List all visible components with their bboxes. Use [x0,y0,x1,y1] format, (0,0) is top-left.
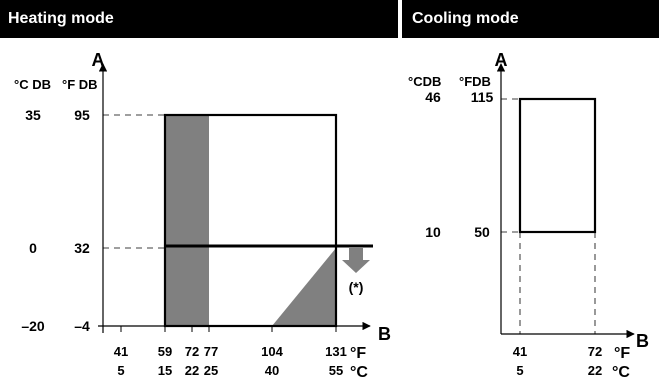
heating-y-f-label: 95 [74,107,90,123]
heating-x-f-label: 77 [204,344,218,359]
cooling-guide-lines [501,98,596,334]
heating-note-label: (*) [349,279,364,295]
heating-x-c-label: 25 [204,363,218,378]
heating-col-c-header: °C DB [14,77,51,92]
cooling-col-c-header: °CDB [408,74,441,89]
heating-x-c-label: 22 [185,363,199,378]
cooling-x-f-label: 72 [588,344,602,359]
heating-guide-lines [103,114,165,249]
heating-axis-b-label: B [378,324,391,344]
heating-mode-title: Heating mode [8,10,114,27]
cooling-y-f-label: 50 [474,224,490,240]
heating-x-f-label: 72 [185,344,199,359]
heating-x-f-label: 59 [158,344,172,359]
heating-y-f-label: 32 [74,240,90,256]
heating-y-f-label: –4 [74,318,90,334]
heating-x-ticks [120,326,337,332]
cooling-y-f-label: 115 [471,89,494,105]
cooling-y-c-label: 46 [425,89,441,105]
heating-y-c-label: 35 [25,107,41,123]
cooling-x-c-label: 22 [588,363,602,378]
heating-col-f-header: °F DB [62,77,98,92]
cooling-x-c-label: 5 [516,363,523,378]
heating-axis-a-label: A [92,50,105,70]
heating-unit-c: °C [350,364,368,381]
cooling-axis-b-label: B [636,331,649,351]
heating-x-f-label: 131 [325,344,347,359]
cooling-axis-a-label: A [495,50,508,70]
heating-y-c-label: 0 [29,240,37,256]
heating-x-f-label: 104 [261,344,283,359]
heating-range-frame [163,113,338,328]
heating-x-f-label: 41 [114,344,128,359]
heating-diagram: (*) A B °C DB °F DB 35 0 –20 95 32 –4 41… [14,50,391,381]
cooling-unit-c: °C [612,364,630,381]
heating-unit-f: °F [350,345,366,362]
heating-down-arrow-icon [342,248,370,273]
cooling-x-f-label: 41 [513,344,527,359]
heating-x-c-label: 5 [117,363,124,378]
cooling-y-c-label: 10 [425,224,441,240]
cooling-unit-f: °F [614,345,630,362]
cooling-mode-header: Cooling mode [402,0,659,38]
cooling-col-f-header: °FDB [459,74,491,89]
heating-mode-header: Heating mode [0,0,398,38]
heating-shaded-band [165,115,209,326]
heating-y-c-label: –20 [21,318,45,334]
heating-shaded-triangle [272,248,336,326]
heating-x-c-label: 40 [265,363,279,378]
cooling-range-frame [518,97,597,234]
cooling-mode-title: Cooling mode [412,10,519,27]
heating-x-c-label: 15 [158,363,172,378]
heating-x-c-label: 55 [329,363,343,378]
cooling-diagram: A B °CDB °FDB 46 10 115 50 41 72 °F 5 22… [408,50,649,381]
